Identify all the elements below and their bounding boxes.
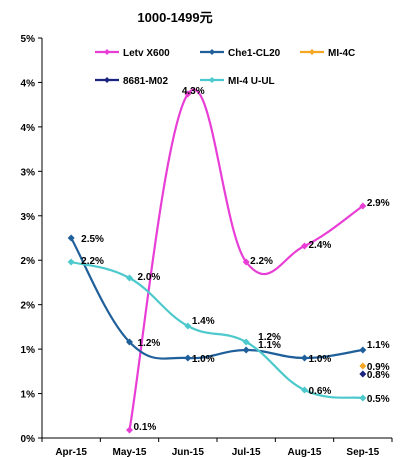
legend-item-2: MI-4C <box>300 48 355 59</box>
data-label: 0.5% <box>367 394 390 405</box>
y-tick-label: 5% <box>21 34 36 45</box>
y-tick-label: 3% <box>21 167 36 178</box>
data-point <box>184 354 192 362</box>
x-tick-label: Apr-15 <box>55 447 87 457</box>
legend: Letv X600 Che1-CL20 MI-4C 8681-M02 MI-4 U-UL <box>95 48 355 87</box>
series-line <box>70 237 363 360</box>
series-2 <box>359 362 367 370</box>
y-tick-label: 2% <box>21 256 36 267</box>
legend-swatch-marker <box>104 77 110 83</box>
y-tick-label: 1% <box>21 390 36 401</box>
data-point <box>242 338 250 346</box>
legend-swatch-marker <box>309 49 315 55</box>
data-point <box>184 322 192 330</box>
legend-item-3: 8681-M02 <box>95 76 168 87</box>
data-point <box>242 346 250 354</box>
x-tick-label: Jul-15 <box>232 447 261 457</box>
data-point <box>359 362 367 370</box>
y-tick-label: 1% <box>21 345 36 356</box>
data-label: 2.2% <box>81 256 104 267</box>
data-point <box>126 274 133 282</box>
y-tick-label: 0% <box>21 434 36 445</box>
series-3 <box>359 370 367 378</box>
series-4 <box>67 258 367 402</box>
data-point <box>67 234 75 242</box>
data-label: 0.8% <box>367 370 390 381</box>
axes: 0% 1% 1% 2% 2% 3% 3% 4% 4% 5% Apr-15 May-15 Jun-15 Ju… <box>21 34 393 457</box>
data-label: 2.9% <box>367 198 390 209</box>
legend-label: Che1-CL20 <box>228 48 281 59</box>
legend-label: Letv X600 <box>123 48 170 59</box>
x-tick-label: Aug-15 <box>288 447 322 457</box>
legend-label: MI-4 U-UL <box>228 76 275 87</box>
data-point <box>126 338 133 346</box>
data-point <box>126 426 133 434</box>
x-tick-label: Sep-15 <box>346 447 379 457</box>
data-label: 0.6% <box>309 386 332 397</box>
series-0 <box>126 88 367 434</box>
data-label: 1.0% <box>192 354 215 365</box>
data-label: 2.5% <box>81 234 104 245</box>
data-label: 1.1% <box>367 340 390 351</box>
data-label: 2.2% <box>250 256 273 267</box>
data-label: 2.4% <box>309 240 332 251</box>
legend-item-4: MI-4 U-UL <box>200 76 275 87</box>
data-label: 1.0% <box>309 354 332 365</box>
data-point <box>359 370 367 378</box>
y-tick-label: 4% <box>21 78 36 89</box>
data-point <box>67 258 75 266</box>
series-line <box>70 260 363 400</box>
data-label: 1.4% <box>192 316 215 327</box>
data-point <box>359 202 367 210</box>
data-point <box>359 394 367 402</box>
legend-label: 8681-M02 <box>123 76 168 87</box>
data-point <box>359 346 367 354</box>
y-tick-label: 4% <box>21 123 36 134</box>
legend-swatch-marker <box>104 49 110 55</box>
data-point <box>301 354 308 362</box>
data-labels: 0.1% 4.3% 2.2% 2.4% 2.9% 2.5% 1.2% 1.0% 1.1% 1.0%… <box>81 86 390 433</box>
data-point <box>184 90 192 98</box>
data-label: 0.1% <box>134 422 157 433</box>
data-label: 4.3% <box>182 86 205 97</box>
legend-item-0: Letv X600 <box>95 48 170 59</box>
legend-swatch-marker <box>209 49 215 55</box>
y-tick-label: 3% <box>21 212 36 223</box>
legend-item-1: Che1-CL20 <box>200 48 281 59</box>
legend-label: MI-4C <box>328 48 355 59</box>
x-tick-label: Jun-15 <box>172 447 205 457</box>
data-label: 1.1% <box>258 340 281 351</box>
data-point <box>301 242 308 250</box>
data-label: 1.2% <box>258 332 281 343</box>
data-point <box>242 258 250 266</box>
data-label: 0.9% <box>367 362 390 373</box>
series-layer <box>67 88 367 434</box>
x-tick-label: May-15 <box>113 447 147 457</box>
y-tick-label: 2% <box>21 301 36 312</box>
data-label: 1.2% <box>138 338 161 349</box>
series-1 <box>67 234 367 362</box>
data-label: 2.0% <box>138 272 161 283</box>
legend-swatch-marker <box>209 77 215 83</box>
data-point <box>301 386 308 394</box>
chart-title: 1000-1499元 <box>137 10 212 25</box>
